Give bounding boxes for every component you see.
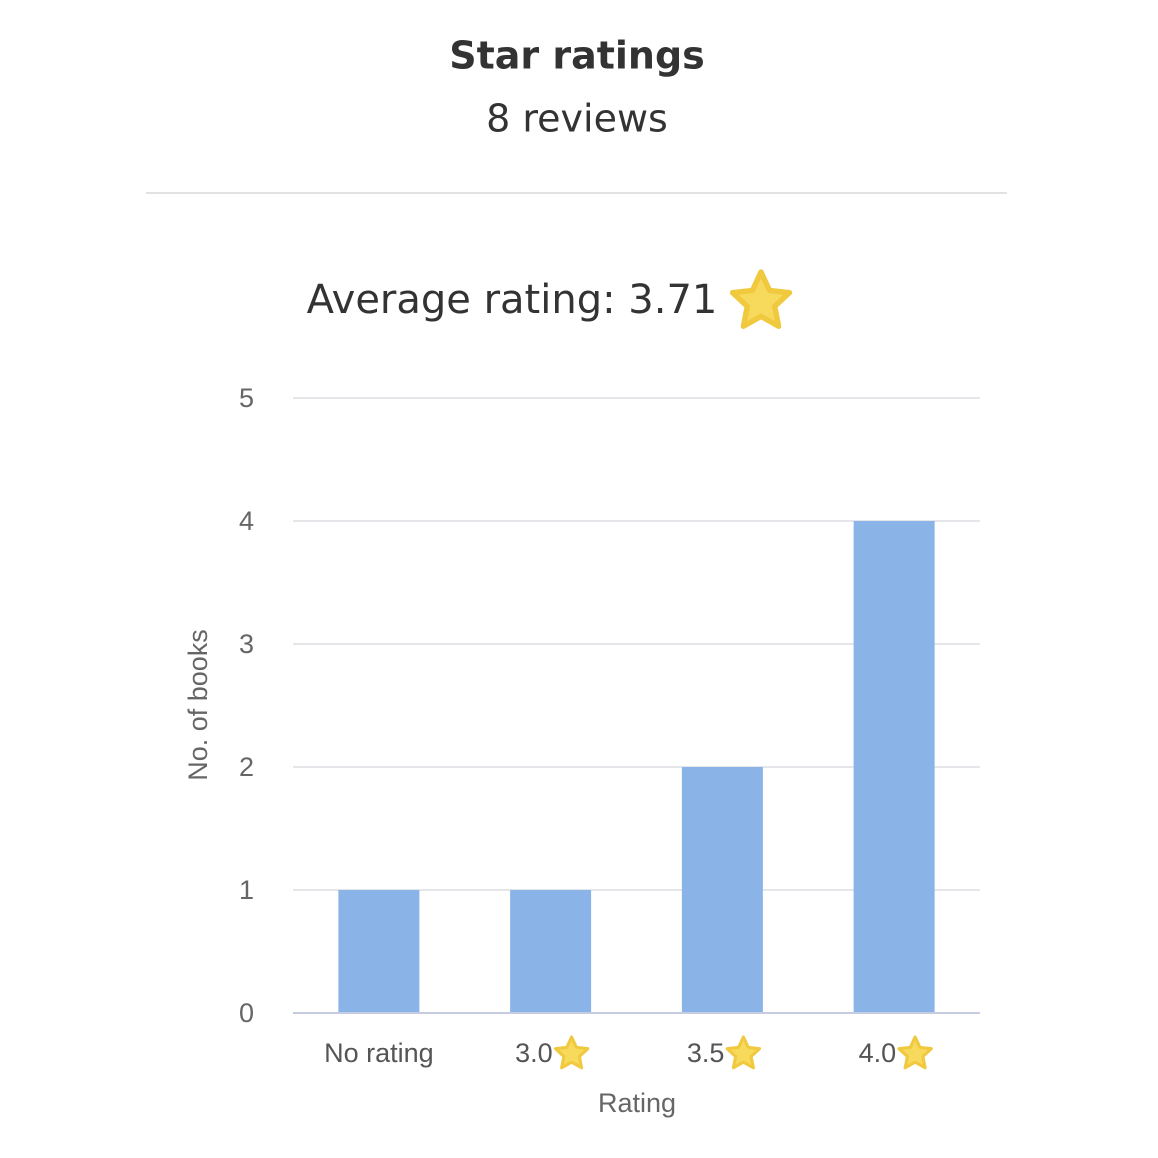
bar — [338, 890, 420, 1013]
bar — [681, 767, 763, 1013]
x-axis-title: Rating — [598, 1088, 676, 1118]
chart-title: Star ratings — [449, 34, 705, 78]
y-tick-label: 2 — [239, 752, 254, 782]
x-tick-label: 3.5 — [687, 1038, 725, 1068]
star-icon — [725, 1035, 762, 1070]
x-tick-label: No rating — [324, 1038, 434, 1068]
y-tick-label: 0 — [239, 998, 254, 1028]
chart-subtitle: 8 reviews — [486, 97, 668, 141]
x-tick-label: 3.0 — [515, 1038, 553, 1068]
star-icon — [729, 269, 793, 329]
average-rating: Average rating: 3.71 — [307, 277, 718, 323]
bar — [853, 521, 935, 1013]
y-tick-label: 4 — [239, 506, 254, 536]
y-tick-label: 1 — [239, 875, 254, 905]
star-icon — [553, 1035, 590, 1070]
y-axis-title: No. of books — [183, 629, 213, 781]
x-tick-label: 4.0 — [859, 1038, 897, 1068]
bar — [510, 890, 592, 1013]
y-tick-label: 3 — [239, 629, 254, 659]
star-icon — [897, 1035, 933, 1070]
y-tick-label: 5 — [239, 383, 254, 413]
